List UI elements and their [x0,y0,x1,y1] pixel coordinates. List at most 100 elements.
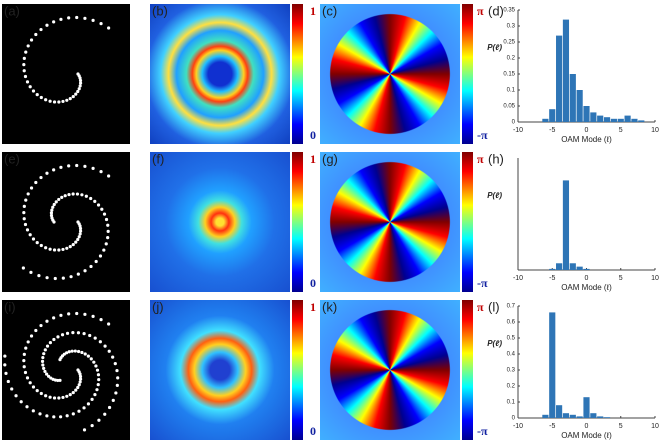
dot [91,166,95,170]
dot [39,175,43,180]
y-tick-label: 0.1 [507,400,516,406]
dot [78,226,83,231]
dot [106,223,110,227]
dot [59,313,63,317]
dot [22,63,26,67]
dot [26,192,30,196]
dot [71,390,75,395]
dot [78,229,83,233]
dot [52,316,56,320]
colorbar-max: π [477,152,484,166]
dot [74,92,78,96]
dot [71,94,75,99]
dot [111,355,115,359]
dot [65,98,69,102]
dot [61,276,65,280]
x-axis-label: OAM Mode (ℓ) [561,135,612,144]
bar [617,118,624,122]
colorbar-max: π [477,300,484,314]
dot [3,354,7,358]
dot [50,216,54,220]
dot [42,352,46,356]
bar [562,19,570,123]
dot [31,89,36,93]
dot [22,211,26,215]
bar [576,266,583,270]
dot [45,372,49,376]
dot [52,20,56,24]
dot [78,84,82,88]
dot [22,352,26,356]
panel-label: (e) [4,151,20,166]
dot [57,248,61,252]
panel-label: (f) [152,151,164,166]
dot [29,38,34,42]
dot [68,245,72,249]
colorbar [292,300,303,440]
dot [78,78,83,83]
dot [91,18,95,22]
dot [65,331,70,335]
bar [597,115,604,122]
dot [34,328,38,333]
dot [75,163,79,168]
dot [54,200,58,204]
phase-map [320,152,460,292]
x-tick-label: 0 [585,127,589,134]
dot [98,340,102,344]
dot [48,99,52,103]
colorbar-min: -π [477,276,488,290]
dot [19,400,23,404]
dot [67,164,71,168]
dot [61,247,65,252]
x-tick-label: 5 [619,423,623,430]
bar [576,90,583,122]
x-tick-label: 0 [585,423,589,430]
dot [83,164,87,168]
dot [75,15,79,20]
colorbar [462,300,473,440]
dot [14,394,18,398]
x-tick-label: -5 [549,275,555,282]
dot [103,412,107,416]
colorbar-min: -π [477,424,488,438]
panel-label: (g) [322,151,338,166]
dot [100,207,104,211]
y-tick-label: 0.15 [503,72,515,78]
dot [45,319,49,323]
dot [47,374,51,378]
dot [76,89,80,94]
dot [78,232,82,236]
dot [22,69,26,73]
dot [70,349,74,353]
dot [68,393,72,397]
dot [59,415,63,419]
dot [71,331,75,335]
bar [610,118,617,122]
bar [603,417,611,418]
dot [67,192,71,197]
dot [89,196,93,201]
dot [22,56,26,60]
phase-map [320,300,460,440]
dot [107,405,112,410]
dot [52,337,56,342]
bar [590,413,597,418]
dot [41,355,45,360]
dot [99,21,103,26]
dot [28,85,32,89]
x-tick-label: -5 [549,127,555,134]
dot [75,192,80,196]
dot [78,374,83,379]
panel-label: (c) [322,3,337,18]
bar [603,117,611,122]
dot [86,402,91,406]
dot [106,236,110,240]
bar [569,414,576,418]
dot [69,275,73,279]
dot [10,387,14,391]
dot [24,346,28,350]
colorbar-min: -π [477,128,488,142]
dot [21,266,25,270]
dot [52,100,57,104]
